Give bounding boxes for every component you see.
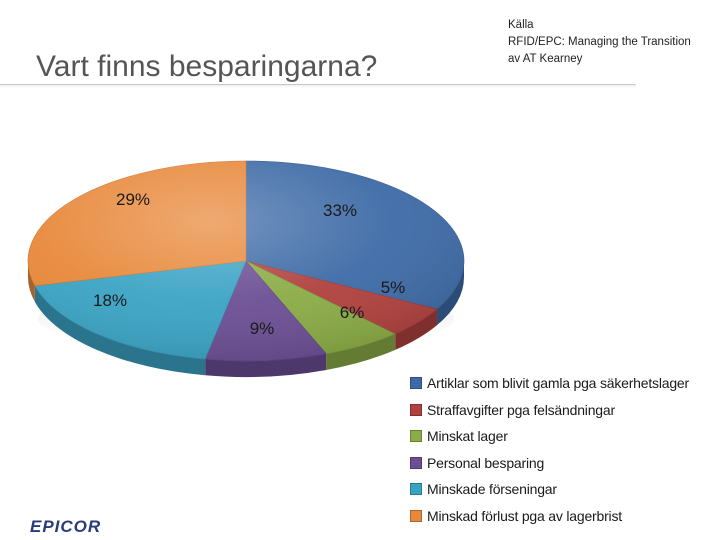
svg-text:EPICOR: EPICOR [30,517,101,535]
source-line: RFID/EPC: Managing the Transition [508,36,691,48]
legend-item: Minskade förseningar [410,476,689,503]
source-line: Källa [508,19,534,31]
legend-label: Personal besparing [427,454,545,471]
legend-label: Artiklar som blivit gamla pga säkerhetsl… [427,375,689,392]
slice-value-label: 5% [381,278,406,297]
legend-item: Straffavgifter pga felsändningar [410,397,689,424]
legend-swatch [410,483,422,496]
legend-swatch [410,403,422,416]
slice-value-label: 6% [340,303,365,322]
legend-swatch [410,430,422,443]
legend-item: Personal besparing [410,450,689,477]
slide-title: Vart finns besparingarna? [36,50,378,83]
slice-value-label: 33% [323,201,357,220]
legend-swatch [410,509,422,522]
legend-item: Artiklar som blivit gamla pga säkerhetsl… [410,370,689,397]
title-divider-shadow [0,85,636,88]
legend-label: Straffavgifter pga felsändningar [427,401,615,418]
legend-label: Minskade förseningar [427,481,557,498]
legend-label: Minskat lager [427,428,508,445]
slice-value-label: 18% [93,291,127,310]
epicor-logo: EPICOR [30,517,120,535]
slice-value-label: 29% [116,190,150,209]
pie-tops [27,160,465,362]
source-line: av AT Kearney [508,53,583,65]
legend-swatch [410,377,422,390]
slice-value-label: 9% [250,319,275,338]
title-divider [0,84,636,85]
legend-label: Minskad förlust pga av lagerbrist [427,507,622,524]
legend-item: Minskat lager [410,423,689,450]
legend-item: Minskad förlust pga av lagerbrist [410,503,689,530]
legend-swatch [410,456,422,469]
source-note: Källa RFID/EPC: Managing the Transition … [508,17,691,68]
chart-legend: Artiklar som blivit gamla pga säkerhetsl… [410,370,689,529]
pie-labels: 33% 5% 6% 9% 18% 29% [93,190,405,338]
